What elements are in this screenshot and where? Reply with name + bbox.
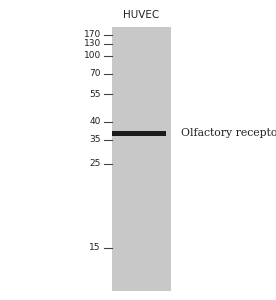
Text: 70: 70 [89,69,101,78]
Text: HUVEC: HUVEC [123,10,159,20]
Bar [112,131,166,136]
Text: 55: 55 [89,90,101,99]
Text: 100: 100 [83,51,101,60]
Text: 35: 35 [89,135,101,144]
Bar [112,27,171,291]
Text: Olfactory receptor 5P2: Olfactory receptor 5P2 [181,128,276,139]
Text: 25: 25 [89,159,101,168]
Text: 130: 130 [83,39,101,48]
Text: 40: 40 [89,117,101,126]
Text: 15: 15 [89,243,101,252]
Text: 170: 170 [83,30,101,39]
